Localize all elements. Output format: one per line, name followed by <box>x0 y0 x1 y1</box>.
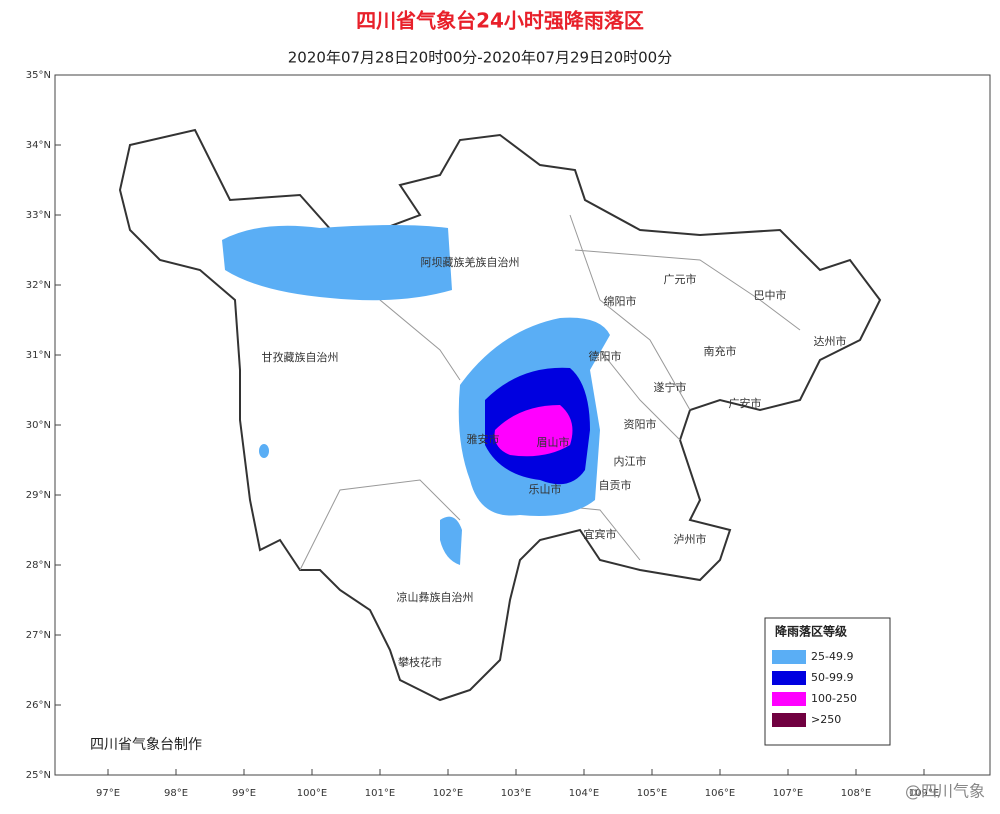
lon-tick-label: 102°E <box>433 788 463 799</box>
lon-tick-label: 97°E <box>96 788 120 799</box>
rain-area <box>222 225 452 301</box>
legend-swatch <box>772 671 806 685</box>
region-label: 巴中市 <box>754 288 787 302</box>
region-label: 甘孜藏族自治州 <box>262 350 339 364</box>
lon-tick-label: 98°E <box>164 788 188 799</box>
lat-tick-label: 34°N <box>26 140 51 151</box>
region-label: 南充市 <box>704 344 737 358</box>
region-borders <box>299 214 801 571</box>
credit: 四川省气象台制作 <box>90 737 202 753</box>
region-label: 资阳市 <box>624 417 657 431</box>
lat-tick-label: 32°N <box>26 280 51 291</box>
region-label: 攀枝花市 <box>398 655 442 669</box>
lon-tick-label: 106°E <box>705 788 735 799</box>
region-label: 阿坝藏族羌族自治州 <box>421 255 520 269</box>
lon-tick-label: 99°E <box>232 788 256 799</box>
lat-tick-label: 28°N <box>26 560 51 571</box>
region-label: 宜宾市 <box>584 527 617 541</box>
lon-tick-label: 104°E <box>569 788 599 799</box>
region-label: 遂宁市 <box>654 380 687 394</box>
lat-tick-label: 31°N <box>26 350 51 361</box>
legend-swatch <box>772 713 806 727</box>
legend-label: >250 <box>811 713 841 726</box>
lon-tick-label: 100°E <box>297 788 327 799</box>
region-label: 眉山市 <box>537 435 570 449</box>
legend-swatch <box>772 650 806 664</box>
region-label: 自贡市 <box>599 478 632 492</box>
region-label: 泸州市 <box>674 532 707 546</box>
map-subtitle: 2020年07月28日20时00分-2020年07月29日20时00分 <box>288 49 672 67</box>
map-title: 四川省气象台24小时强降雨落区 <box>356 9 644 33</box>
legend-swatch <box>772 692 806 706</box>
rain-area <box>440 516 462 565</box>
legend-label: 50-99.9 <box>811 671 853 684</box>
lat-tick-label: 27°N <box>26 630 51 641</box>
lat-tick-label: 25°N <box>26 770 51 781</box>
region-label: 绵阳市 <box>604 294 637 308</box>
region-label: 广元市 <box>664 272 697 286</box>
legend-label: 100-250 <box>811 692 857 705</box>
axis-ticks: 35°N 34°N 33°N 32°N 31°N 30°N 29°N 28°N 27°N 26°N… <box>26 70 939 799</box>
region-label: 内江市 <box>614 454 647 468</box>
lon-tick-label: 101°E <box>365 788 395 799</box>
region-label: 广安市 <box>729 396 762 410</box>
region-label: 雅安市 <box>467 432 500 446</box>
lon-tick-label: 107°E <box>773 788 803 799</box>
lon-tick-label: 108°E <box>841 788 871 799</box>
region-label: 凉山彝族自治州 <box>397 590 474 604</box>
legend-title: 降雨落区等级 <box>775 624 847 639</box>
legend-items: 25-49.9 50-99.9 100-250 >250 <box>772 650 857 727</box>
lat-tick-label: 33°N <box>26 210 51 221</box>
region-label: 达州市 <box>814 334 847 348</box>
lat-tick-label: 30°N <box>26 420 51 431</box>
lon-tick-label: 103°E <box>501 788 531 799</box>
lat-tick-label: 26°N <box>26 700 51 711</box>
lon-tick-label: 105°E <box>637 788 667 799</box>
region-label: 德阳市 <box>589 349 622 363</box>
rain-area <box>494 405 573 457</box>
lat-tick-label: 35°N <box>26 70 51 81</box>
region-label: 乐山市 <box>529 482 562 496</box>
rain-area <box>259 444 269 458</box>
lon-tick-label: 109°E <box>909 788 939 799</box>
watermark: @四川气象 <box>905 782 985 801</box>
legend-label: 25-49.9 <box>811 650 853 663</box>
lat-tick-label: 29°N <box>26 490 51 501</box>
